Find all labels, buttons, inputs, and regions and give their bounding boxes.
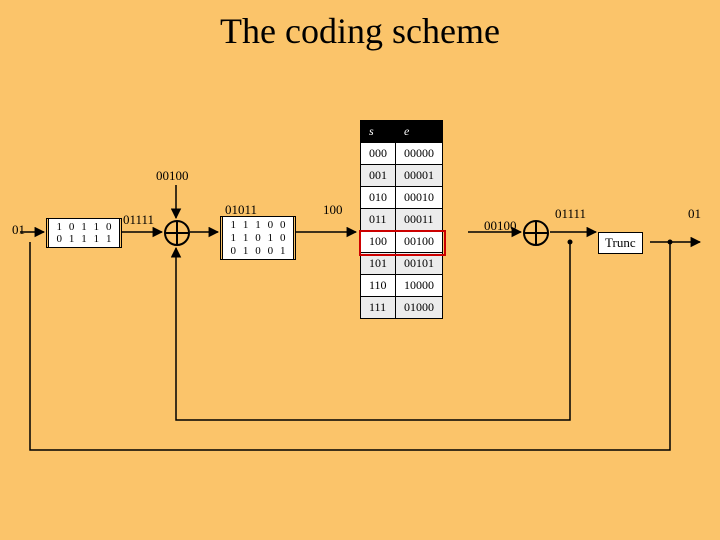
- label-out-key: 00100: [484, 218, 517, 234]
- matrix-mid: 111001101001001: [222, 216, 294, 260]
- xor-right: [523, 220, 549, 246]
- label-top-key: 00100: [156, 168, 189, 184]
- label-seed: 01111: [123, 212, 154, 228]
- xor-left: [164, 220, 190, 246]
- trunc-box: Trunc: [598, 232, 643, 254]
- matrix-left: 1011001111: [48, 218, 120, 248]
- page-title: The coding scheme: [0, 10, 720, 52]
- lookup-table: se00000000001000010100001001100011100001…: [360, 120, 443, 319]
- label-out-right: 01: [688, 206, 701, 222]
- label-mid-out: 100: [323, 202, 343, 218]
- label-in-left: 01: [12, 222, 25, 238]
- label-out-seed: 01111: [555, 206, 586, 222]
